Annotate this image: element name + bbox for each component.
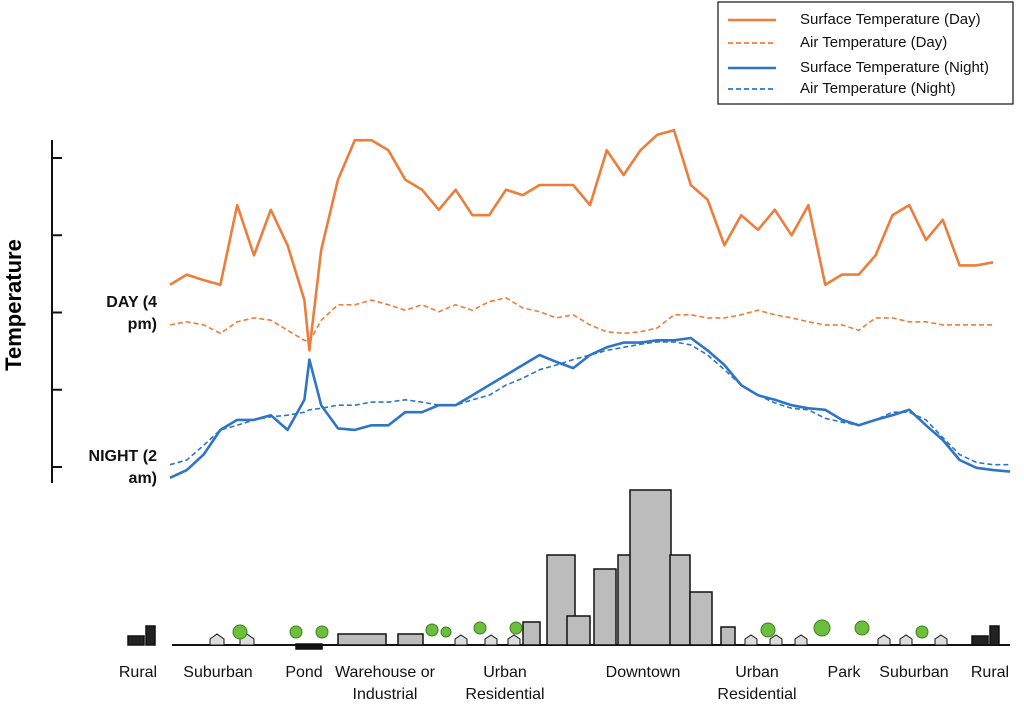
zone-label: Park	[827, 664, 861, 681]
zone-label: Suburban	[183, 664, 253, 681]
legend-label: Surface Temperature (Day)	[800, 11, 981, 28]
legend-label: Surface Temperature (Night)	[800, 59, 989, 76]
landscape	[127, 489, 1010, 650]
legend-label: Air Temperature (Night)	[800, 80, 956, 97]
series-line	[169, 341, 1010, 466]
zone-label: Rural	[970, 664, 1010, 681]
zone-label: Downtown	[605, 664, 681, 681]
y-tick-label: NIGHT (2 am)	[88, 448, 157, 487]
y-axis-title: Temperature	[1, 239, 26, 371]
zone-label: Pond	[285, 664, 323, 681]
legend-label: Air Temperature (Day)	[800, 34, 947, 51]
zone-label: Rural	[118, 664, 158, 681]
series-line	[169, 128, 994, 352]
series-line	[169, 336, 1011, 479]
y-tick-label: DAY (4 pm)	[106, 293, 157, 333]
zone-label: Warehouse or Industrial	[335, 664, 435, 703]
series-line	[169, 297, 994, 343]
zone-label: Urban Residential	[465, 664, 545, 703]
zone-label: Suburban	[879, 664, 949, 681]
zone-label: Urban Residential	[717, 664, 797, 703]
